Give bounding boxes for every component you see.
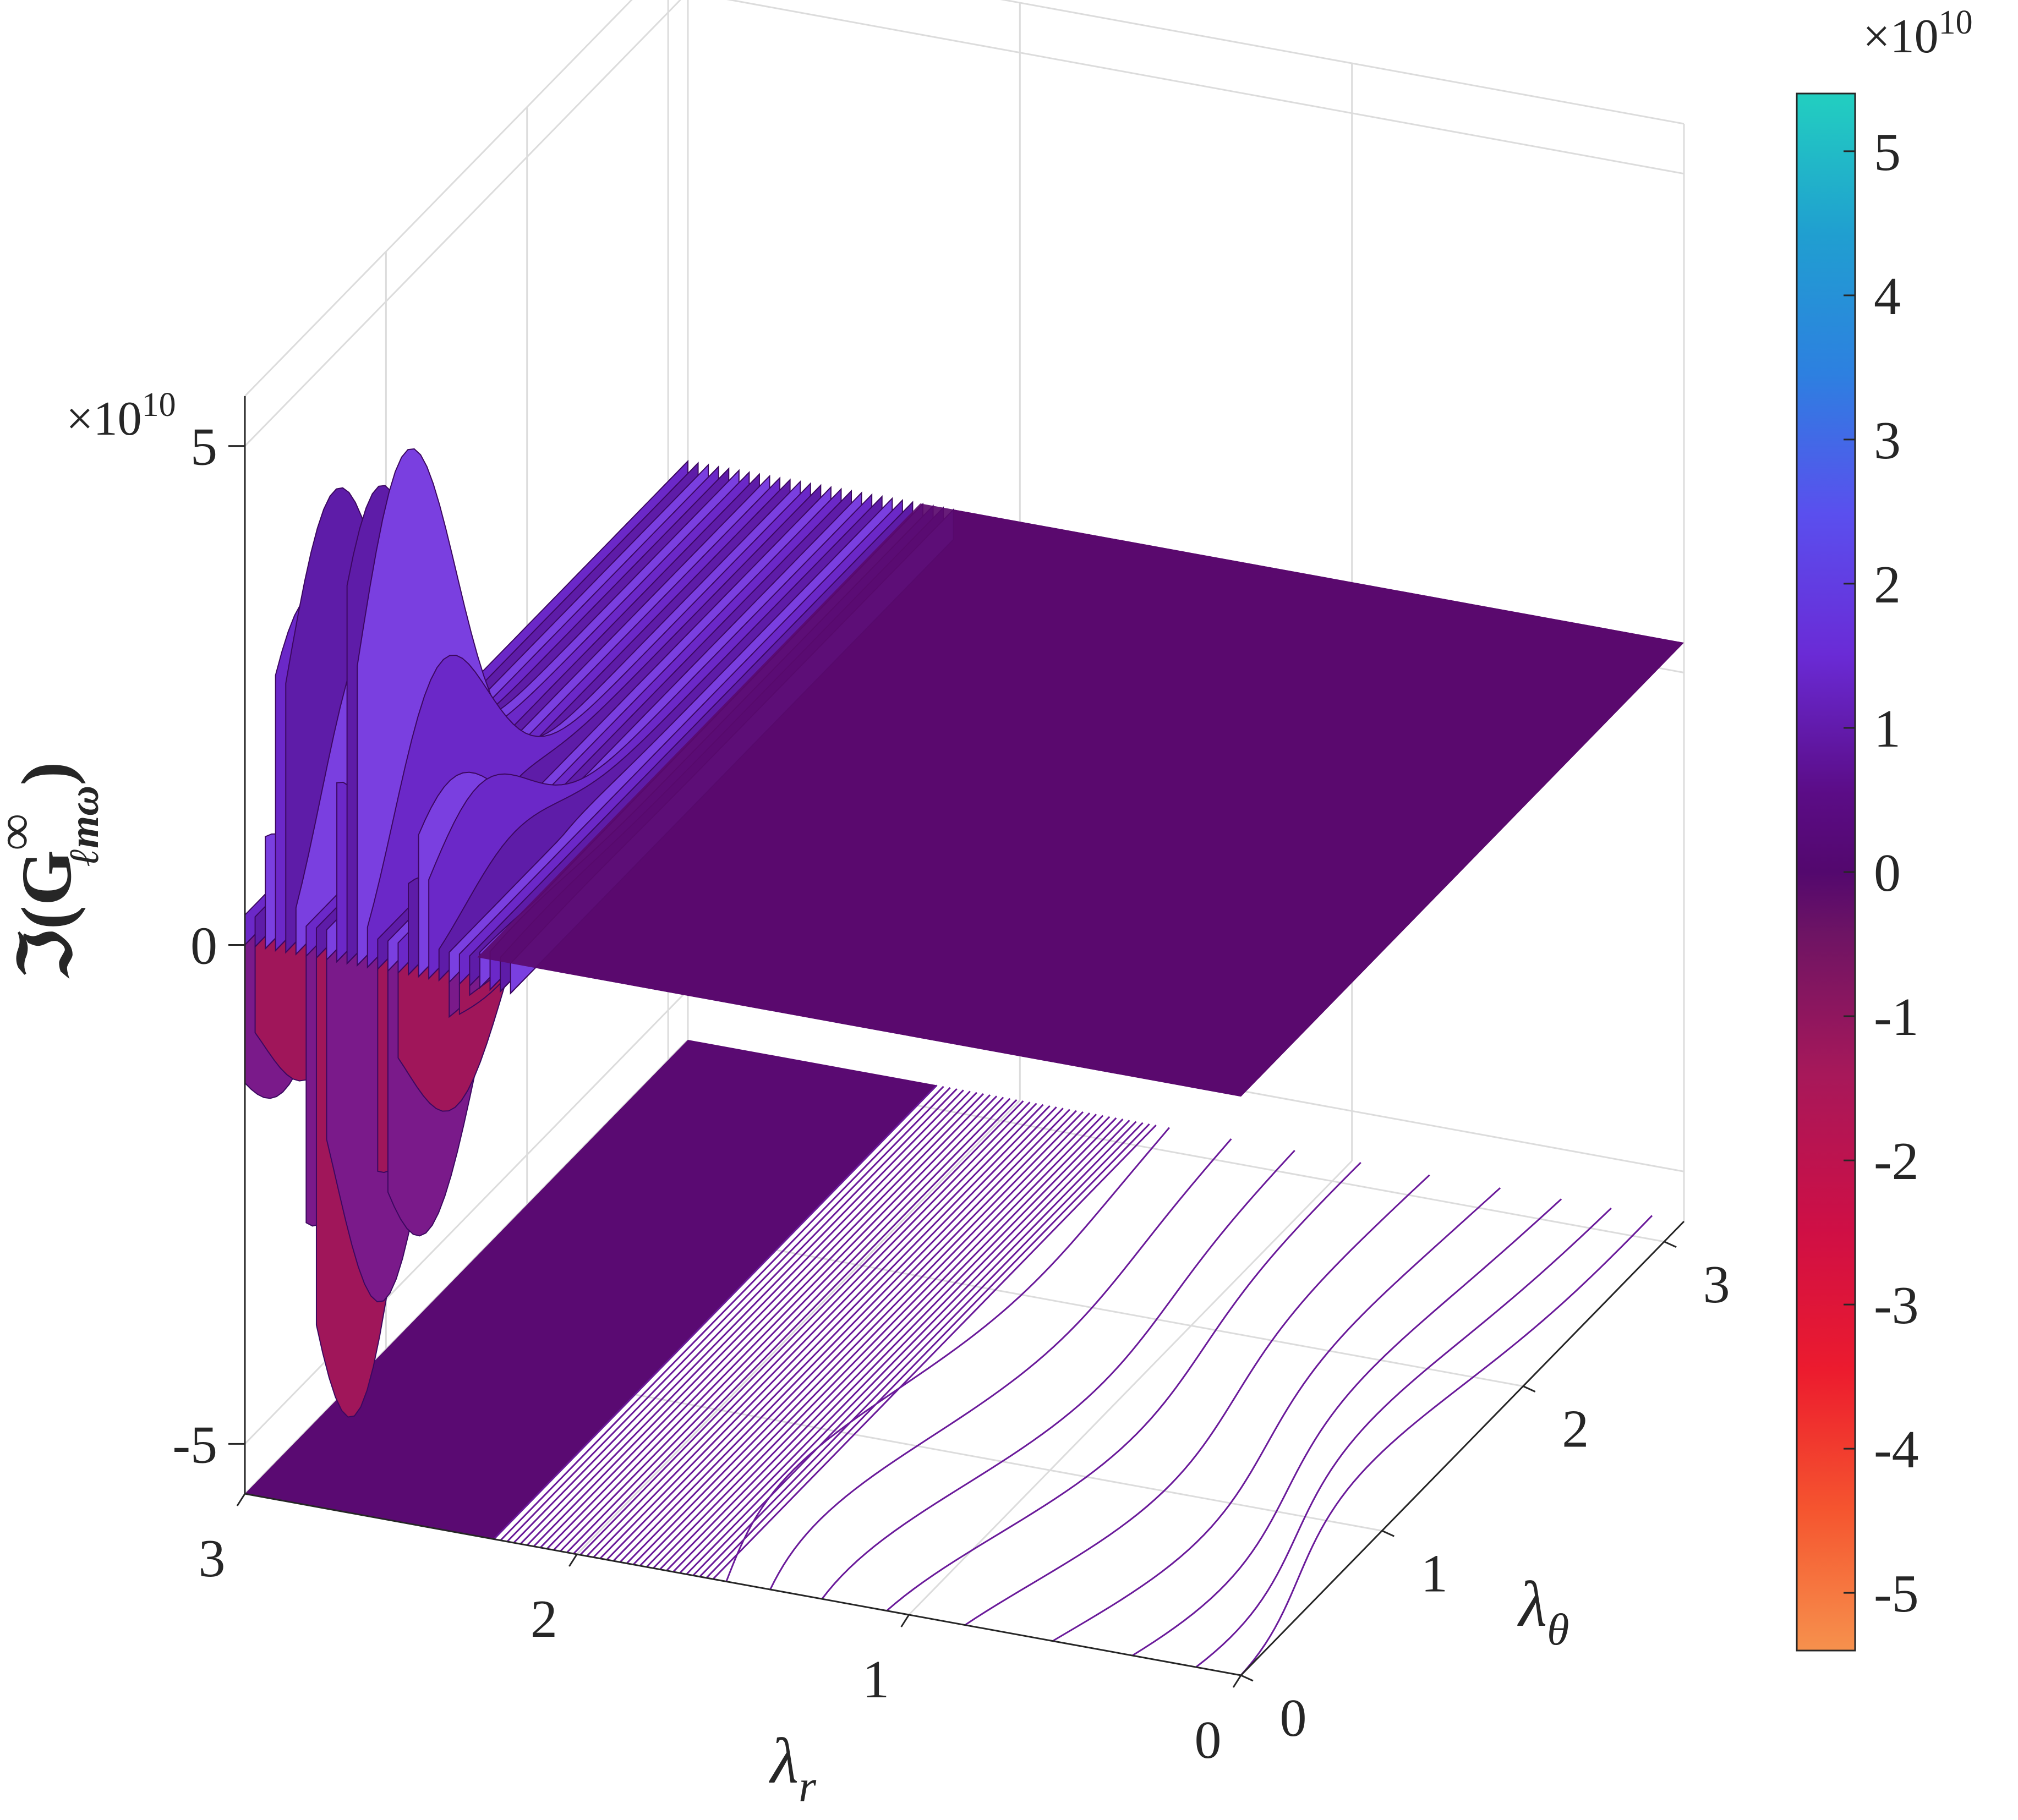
contour-line bbox=[632, 1110, 1077, 1565]
colorbar-tick-label: 1 bbox=[1874, 699, 1901, 759]
y-axis-line bbox=[1240, 1220, 1685, 1676]
y-tick-mark bbox=[1240, 1674, 1254, 1682]
colorbar-tick-label: -4 bbox=[1874, 1420, 1919, 1479]
contour-line bbox=[653, 1114, 1097, 1569]
contour-line bbox=[500, 1086, 944, 1541]
contour-line bbox=[593, 1103, 1037, 1558]
contour-line bbox=[526, 1090, 971, 1546]
y-tick-label: 3 bbox=[1703, 1255, 1730, 1314]
contour-line bbox=[821, 1150, 1295, 1600]
x-tick-mark bbox=[568, 1554, 578, 1567]
contour-line bbox=[599, 1104, 1044, 1559]
contour-line bbox=[626, 1109, 1070, 1564]
contour-line bbox=[639, 1111, 1084, 1566]
colorbar-tick-label: -5 bbox=[1874, 1564, 1919, 1624]
contour-line bbox=[519, 1089, 964, 1545]
z-tick-label: 0 bbox=[190, 917, 217, 976]
contour-line bbox=[586, 1101, 1031, 1557]
contour-line bbox=[706, 1123, 1150, 1578]
contour-line bbox=[646, 1112, 1091, 1568]
y-tick-label: 0 bbox=[1280, 1689, 1307, 1748]
contour-band bbox=[245, 1040, 937, 1539]
grid-line bbox=[576, 1099, 1021, 1555]
contour-projection bbox=[245, 1040, 1653, 1676]
contour-line bbox=[699, 1122, 1144, 1577]
contour-line bbox=[666, 1116, 1111, 1571]
grid-line bbox=[244, 0, 1685, 447]
grid-line bbox=[908, 1160, 1353, 1616]
contour-line bbox=[606, 1105, 1051, 1560]
colorbar-tick-label: -2 bbox=[1874, 1132, 1919, 1191]
surface-plot bbox=[244, 448, 1685, 1418]
contour-line bbox=[1131, 1198, 1562, 1657]
colorbar-tick-label: -1 bbox=[1874, 988, 1919, 1047]
colorbar: 5 4 3 2 1 0 -1 -2 -3 -4 -5 ×1010 bbox=[1796, 4, 1973, 1652]
z-axis-label: ℑ(G∞ℓmω) bbox=[0, 762, 107, 980]
y-tick-mark bbox=[1664, 1241, 1677, 1248]
contour-line bbox=[619, 1108, 1064, 1563]
colorbar-tick-label: 0 bbox=[1874, 843, 1901, 903]
grid-line bbox=[244, 0, 1685, 397]
colorbar-tick-label: 3 bbox=[1874, 411, 1901, 470]
colorbar-ticks: 5 4 3 2 1 0 -1 -2 -3 -4 -5 bbox=[1844, 123, 1919, 1624]
colorbar-tick-label: -3 bbox=[1874, 1276, 1919, 1335]
x-tick-mark bbox=[236, 1493, 246, 1506]
contour-line bbox=[1052, 1187, 1501, 1642]
z-tick-label: -5 bbox=[172, 1415, 217, 1474]
contour-line bbox=[964, 1174, 1430, 1626]
y-tick-labels: 0 1 2 3 bbox=[1240, 1241, 1730, 1748]
contour-line bbox=[612, 1106, 1057, 1562]
x-tick-label: 1 bbox=[862, 1650, 889, 1709]
x-tick-mark bbox=[1232, 1675, 1242, 1688]
contour-line bbox=[513, 1088, 958, 1544]
y-tick-label: 2 bbox=[1562, 1400, 1589, 1459]
colorbar-tick-label: 2 bbox=[1874, 555, 1901, 615]
y-tick-label: 1 bbox=[1421, 1544, 1448, 1603]
x-tick-label: 0 bbox=[1195, 1711, 1222, 1770]
contour-line bbox=[1240, 1215, 1653, 1676]
contour-line bbox=[579, 1100, 1024, 1556]
x-tick-mark bbox=[900, 1614, 910, 1627]
x-tick-labels: 0 1 2 3 bbox=[199, 1493, 1242, 1770]
contour-line bbox=[493, 1084, 938, 1540]
y-axis-label: λθ bbox=[1517, 1568, 1569, 1654]
x-tick-label: 2 bbox=[531, 1589, 557, 1649]
contour-line bbox=[769, 1138, 1232, 1590]
svg-text:ℑ(G∞ℓmω): ℑ(G∞ℓmω) bbox=[0, 762, 107, 980]
contour-line bbox=[686, 1120, 1130, 1575]
surface-sheet bbox=[477, 503, 1685, 1097]
contour-line bbox=[553, 1095, 998, 1551]
contour-line bbox=[725, 1127, 1171, 1582]
contour-line bbox=[573, 1099, 1018, 1554]
contour-line bbox=[539, 1093, 985, 1548]
contour-line bbox=[886, 1161, 1361, 1611]
z-exponent-label: ×1010 bbox=[66, 386, 176, 446]
colorbar-exponent-label: ×1010 bbox=[1863, 4, 1973, 63]
contour-line bbox=[546, 1094, 991, 1550]
x-tick-label: 3 bbox=[199, 1529, 226, 1588]
z-tick-labels: -5 0 5 bbox=[172, 418, 245, 1474]
contour-line bbox=[1195, 1207, 1612, 1668]
colorbar-tick-label: 4 bbox=[1874, 267, 1901, 326]
contour-line bbox=[533, 1092, 977, 1547]
contour-line bbox=[672, 1117, 1117, 1572]
z-tick-label: 5 bbox=[190, 418, 217, 477]
contour-line bbox=[659, 1115, 1104, 1570]
contour-line bbox=[506, 1087, 951, 1542]
x-axis-label: λr bbox=[769, 1725, 817, 1811]
colorbar-tick-label: 5 bbox=[1874, 123, 1901, 182]
contour-line bbox=[560, 1097, 1004, 1552]
contour-line bbox=[679, 1119, 1124, 1574]
y-tick-mark bbox=[1381, 1530, 1394, 1537]
contour-line bbox=[566, 1098, 1011, 1553]
y-tick-mark bbox=[1523, 1385, 1536, 1393]
contour-line bbox=[712, 1125, 1157, 1580]
x-axis-line bbox=[244, 1493, 1242, 1676]
